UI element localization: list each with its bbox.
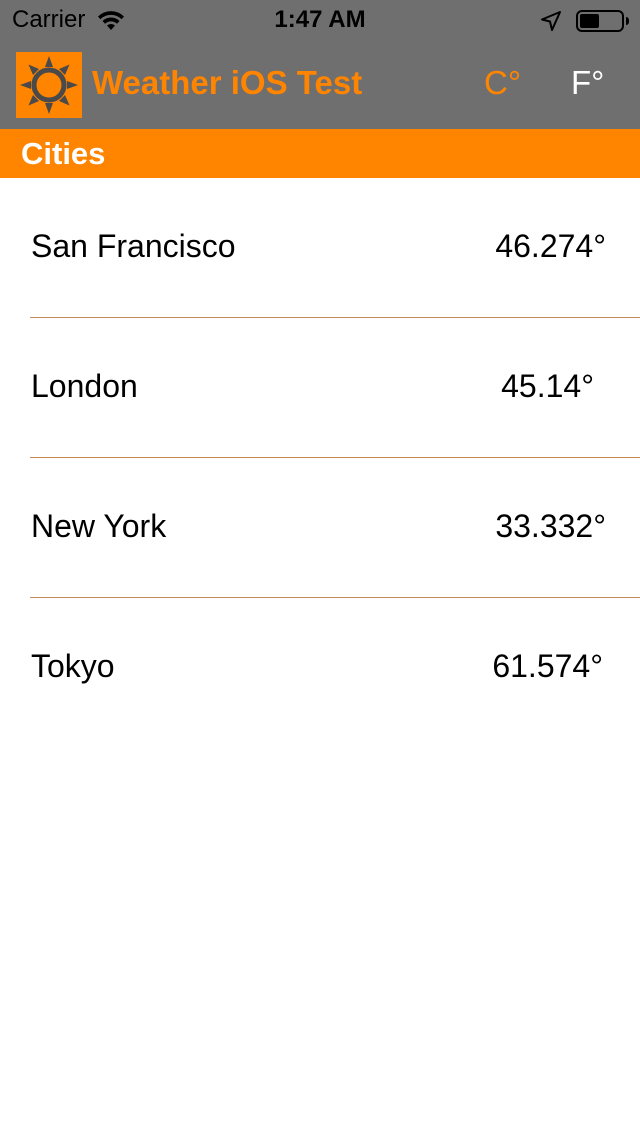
row-divider — [30, 317, 640, 318]
app-title: Weather iOS Test — [92, 64, 363, 101]
status-right-group — [540, 9, 630, 33]
city-name: Tokyo — [31, 648, 115, 684]
city-name: London — [31, 368, 138, 404]
city-temperature: 33.332° — [495, 508, 606, 544]
city-name: San Francisco — [31, 228, 236, 264]
row-divider — [30, 597, 640, 598]
fahrenheit-button[interactable]: F° — [571, 64, 605, 101]
celsius-button[interactable]: C° — [484, 64, 522, 101]
battery-icon — [576, 10, 629, 32]
carrier-label: Carrier — [12, 6, 86, 33]
city-row-tokyo[interactable]: Tokyo 61.574° — [0, 598, 640, 738]
top-bar: Carrier 1:47 AM — [0, 0, 640, 129]
row-divider — [30, 457, 640, 458]
city-row-san-francisco[interactable]: San Francisco 46.274° — [0, 178, 640, 318]
city-list: San Francisco 46.274° London 45.14° New … — [0, 178, 640, 738]
city-temperature: 45.14° — [501, 368, 594, 404]
nav-bar: Weather iOS Test C° F° — [0, 40, 640, 129]
status-time: 1:47 AM — [274, 6, 366, 33]
city-name: New York — [31, 508, 167, 544]
carrier-group: Carrier — [12, 6, 127, 34]
city-temperature: 46.274° — [495, 228, 606, 264]
location-icon — [541, 11, 561, 31]
status-bar: Carrier 1:47 AM — [0, 0, 640, 40]
city-row-new-york[interactable]: New York 33.332° — [0, 458, 640, 598]
city-temperature: 61.574° — [492, 648, 603, 684]
city-row-london[interactable]: London 45.14° — [0, 318, 640, 458]
sun-icon — [16, 52, 82, 118]
wifi-icon — [98, 11, 125, 30]
section-header-cities: Cities — [0, 129, 640, 178]
